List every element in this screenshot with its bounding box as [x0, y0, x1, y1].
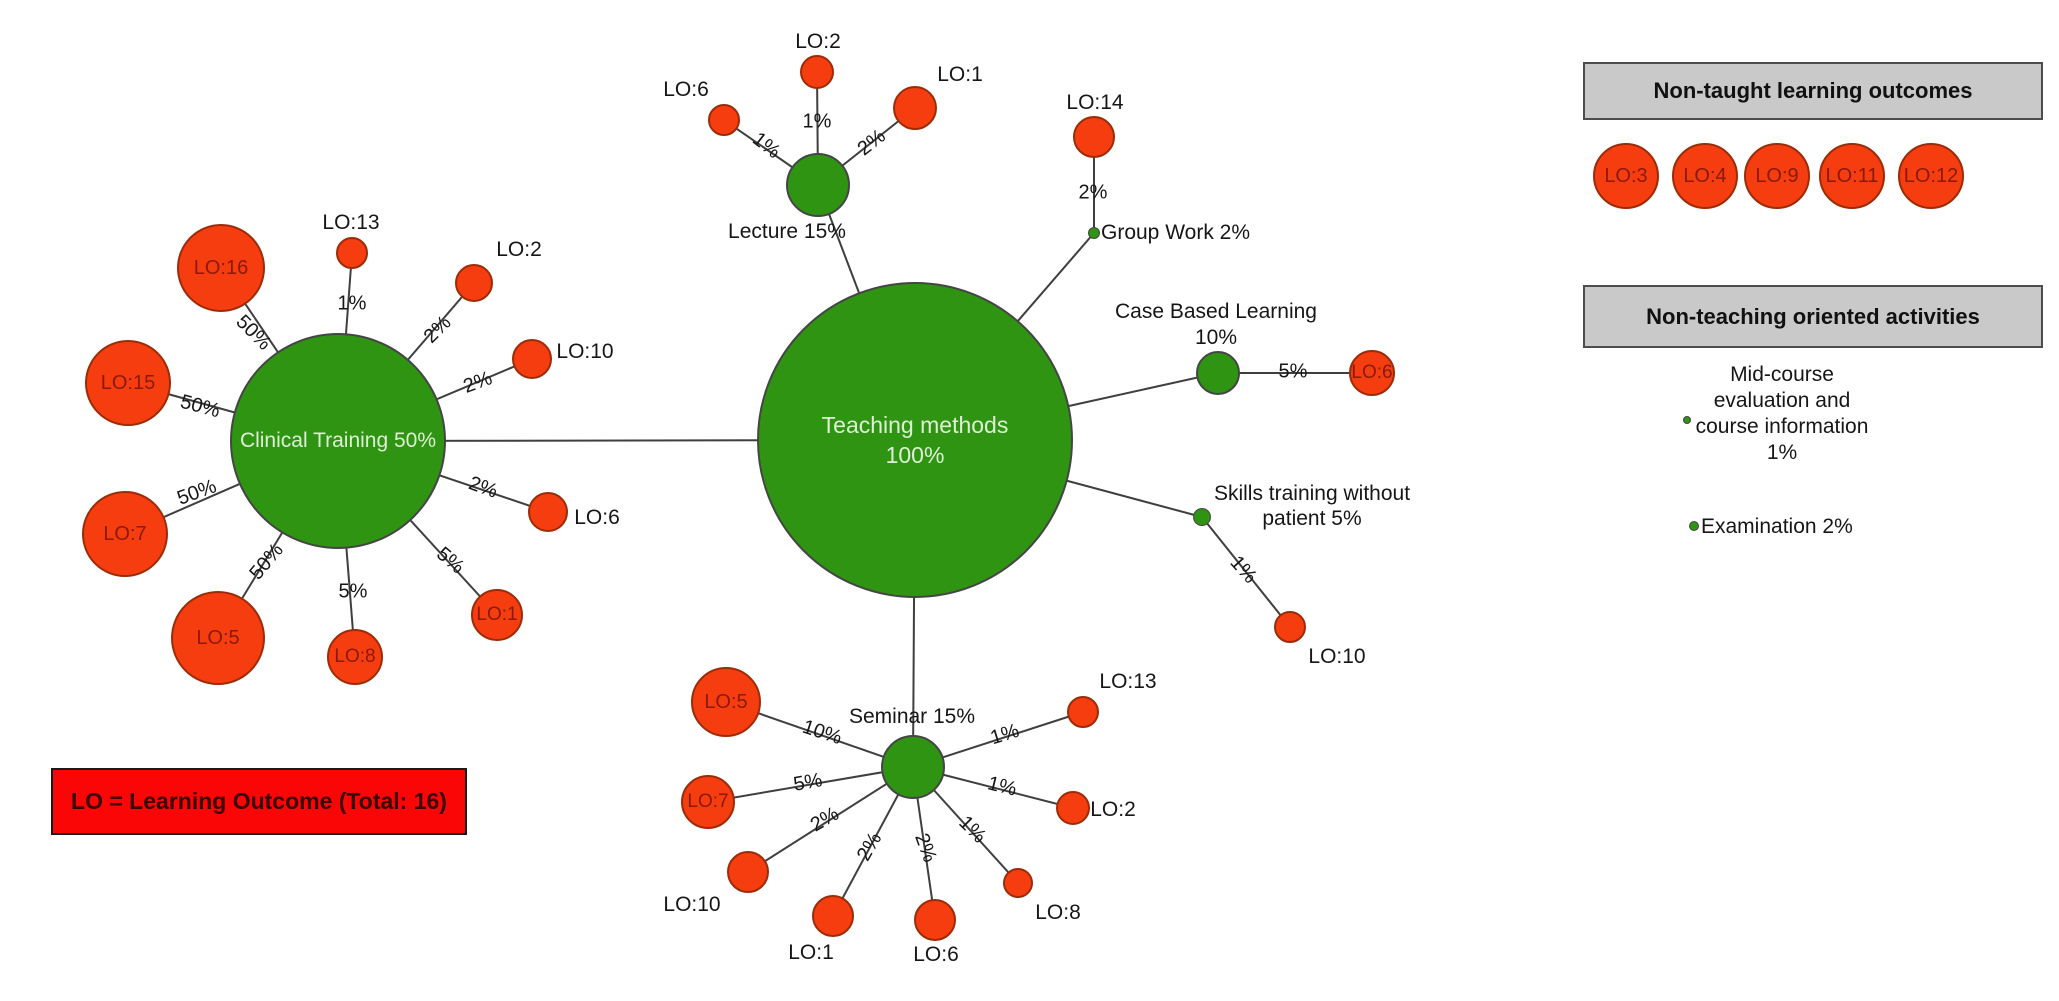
- seminar-lo13-circle: [1067, 696, 1099, 728]
- lecture-lo2-circle: [800, 55, 834, 89]
- non-taught-title: Non-taught learning outcomes: [1653, 78, 1973, 103]
- lecture-lo6-label: LO:6: [663, 78, 709, 101]
- legend-box: LO = Learning Outcome (Total: 16): [51, 768, 467, 835]
- lecture-lo2-label: LO:2: [795, 30, 841, 53]
- lecture-lo6-circle: [708, 104, 740, 136]
- clinical-lo2-label: LO:2: [496, 238, 542, 261]
- clinical-lo10-circle: [512, 339, 552, 379]
- seminar-lo7-circle: LO:7: [681, 775, 735, 829]
- clinical-lo6-circle: [528, 492, 568, 532]
- clinical-lo10-label: LO:10: [556, 340, 614, 363]
- group-work-label: Group Work 2%: [1101, 221, 1250, 244]
- clinical-lo16-label: LO:16: [193, 256, 249, 279]
- clinical-lo8-circle: LO:8: [327, 629, 383, 685]
- edge-pct-group-work-lo14: 2%: [1078, 181, 1108, 204]
- seminar-lo2-label: LO:2: [1090, 798, 1136, 821]
- teaching-methods-label: Teaching methods: [821, 412, 1009, 438]
- clinical-lo13-circle: [336, 237, 368, 269]
- clinical-lo5-label: LO:5: [196, 626, 240, 649]
- teaching-methods-text: Teaching methods 100%: [822, 410, 1009, 470]
- clinical-lo7-circle: LO:7: [82, 491, 168, 577]
- clinical-lo1-circle: LO:1: [471, 589, 523, 641]
- case-based-learning-node: [1196, 351, 1240, 395]
- seminar-lo6-label: LO:6: [913, 943, 959, 966]
- seminar-node: [881, 735, 945, 799]
- edge-pct-case-based-lo6: 5%: [1278, 360, 1308, 383]
- non-taught-lo9-circle: LO:9: [1744, 143, 1810, 209]
- clinical-lo13-label: LO:13: [322, 211, 380, 234]
- clinical-lo2-circle: [455, 264, 493, 302]
- group-work-node: [1088, 227, 1100, 239]
- teaching-methods-node: Teaching methods 100%: [757, 282, 1073, 598]
- seminar-lo10-circle: [727, 851, 769, 893]
- examination-label: Examination 2%: [1701, 515, 1853, 538]
- case-based-learning-label: Case Based Learning: [1115, 300, 1317, 323]
- non-taught-lo11-label: LO:11: [1825, 164, 1879, 187]
- seminar-lo13-label: LO:13: [1099, 670, 1157, 693]
- edge-pct-lecture-lo2: 1%: [802, 110, 832, 133]
- non-taught-lo12-label: LO:12: [1903, 164, 1959, 187]
- skills-training-node: [1193, 508, 1211, 526]
- edge-pct-seminar-lo7: 5%: [791, 769, 825, 796]
- case-based-lo6-label: LO:6: [1351, 362, 1393, 383]
- clinical-training-label: Clinical Training 50%: [239, 429, 437, 452]
- examination-dot: [1689, 521, 1699, 531]
- lecture-node: [786, 153, 850, 217]
- edge-pct-clinical-lo13: 1%: [337, 292, 367, 315]
- non-taught-lo12-circle: LO:12: [1898, 143, 1964, 209]
- seminar-lo2-circle: [1056, 791, 1090, 825]
- clinical-lo5-circle: LO:5: [171, 591, 265, 685]
- edge-pct-clinical-lo8: 5%: [338, 580, 368, 603]
- clinical-lo7-label: LO:7: [103, 522, 147, 545]
- clinical-lo15-circle: LO:15: [85, 340, 171, 426]
- mid-course-label: Mid-course evaluation and course informa…: [1695, 363, 1869, 464]
- seminar-lo10-label: LO:10: [663, 893, 721, 916]
- non-taught-lo3-label: LO:3: [1604, 164, 1648, 187]
- skills-lo10-label: LO:10: [1308, 645, 1366, 668]
- seminar-lo5-label: LO:5: [704, 690, 748, 713]
- group-work-lo14-label: LO:14: [1066, 91, 1124, 114]
- lecture-lo1-label: LO:1: [937, 63, 983, 86]
- clinical-lo1-label: LO:1: [476, 604, 518, 625]
- clinical-lo6-label: LO:6: [574, 506, 620, 529]
- seminar-lo1-label: LO:1: [788, 941, 834, 964]
- clinical-lo16-circle: LO:16: [177, 224, 265, 312]
- seminar-label: Seminar 15%: [848, 705, 976, 728]
- lecture-lo1-circle: [893, 86, 937, 130]
- case-based-learning-pct: 10%: [1194, 326, 1238, 349]
- clinical-lo8-label: LO:8: [334, 646, 376, 667]
- seminar-lo1-circle: [812, 895, 854, 937]
- non-teaching-header: Non-teaching oriented activities: [1583, 285, 2043, 348]
- clinical-lo15-label: LO:15: [100, 371, 156, 394]
- clinical-training-node: Clinical Training 50%: [230, 333, 446, 549]
- non-taught-lo4-circle: LO:4: [1672, 143, 1738, 209]
- group-work-lo14-circle: [1073, 116, 1115, 158]
- teaching-methods-value: 100%: [885, 442, 945, 468]
- mid-course-dot: [1683, 416, 1691, 424]
- seminar-lo8-label: LO:8: [1035, 901, 1081, 924]
- non-taught-lo3-circle: LO:3: [1593, 143, 1659, 209]
- seminar-lo7-label: LO:7: [687, 791, 729, 812]
- case-based-lo6-circle: LO:6: [1349, 350, 1395, 396]
- skills-training-label-line2: patient 5%: [1262, 507, 1362, 530]
- non-taught-header: Non-taught learning outcomes: [1583, 62, 2043, 120]
- non-taught-lo4-label: LO:4: [1683, 164, 1727, 187]
- non-taught-lo11-circle: LO:11: [1819, 143, 1885, 209]
- skills-lo10-circle: [1274, 611, 1306, 643]
- lecture-label: Lecture 15%: [728, 220, 846, 243]
- non-taught-lo9-label: LO:9: [1755, 164, 1799, 187]
- seminar-lo6-circle: [914, 899, 956, 941]
- skills-training-label-line1: Skills training without: [1213, 482, 1411, 505]
- seminar-lo5-circle: LO:5: [691, 667, 761, 737]
- legend-text: LO = Learning Outcome (Total: 16): [71, 788, 447, 814]
- non-teaching-title: Non-teaching oriented activities: [1646, 303, 1980, 329]
- seminar-lo8-circle: [1003, 868, 1033, 898]
